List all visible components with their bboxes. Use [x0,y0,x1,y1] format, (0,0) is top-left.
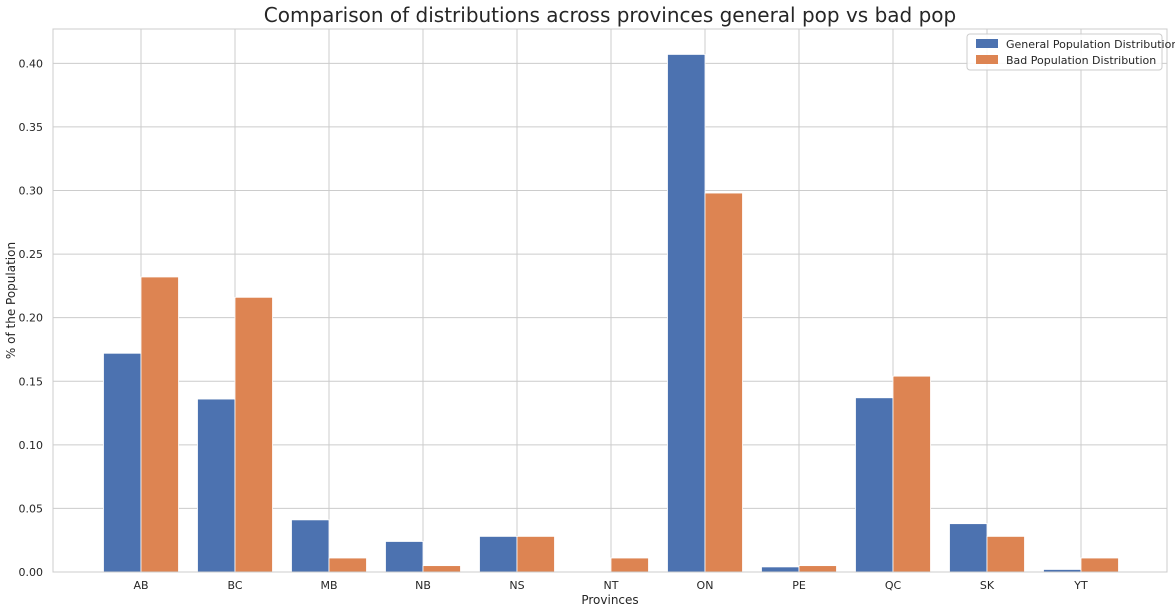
y-tick-label: 0.40 [19,57,44,70]
bar-bad-mb [328,557,367,573]
y-tick-label: 0.15 [19,375,44,388]
bar-bad-yt [1080,557,1119,573]
bar-general-sk [949,523,988,573]
bar-general-bc [197,398,236,573]
y-tick-label: 0.00 [19,566,44,579]
x-axis-label: Provinces [581,593,638,607]
bar-bad-nb [422,565,461,573]
bar-bad-bc [234,296,273,573]
y-tick-label: 0.25 [19,248,44,261]
legend-label: General Population Distribution [1006,38,1175,51]
x-tick-label: NS [509,579,524,592]
x-tick-label: MB [320,579,337,592]
plot-frame [52,28,1168,573]
x-tick-label: NB [415,579,431,592]
bar-bad-ab [140,276,179,573]
legend-swatch [976,55,998,64]
x-tick-label: NT [604,579,619,592]
legend-label: Bad Population Distribution [1006,54,1156,67]
y-axis-label: % of the Population [4,242,18,359]
y-tick-label: 0.20 [19,312,44,325]
bar-bad-pe [798,565,837,573]
bar-general-mb [291,519,330,573]
bar-bad-on [704,192,743,573]
bar-bad-qc [892,375,931,573]
x-tick-labels: AB BC MB NB NS NT ON PE QC SK YT [133,579,1088,592]
x-tick-label: YT [1073,579,1088,592]
x-tick-label: SK [980,579,995,592]
x-tick-label: PE [792,579,806,592]
y-tick-labels: 0.00 0.05 0.10 0.15 0.20 0.25 0.30 0.35 0.40 [19,57,44,579]
bar-bad-sk [986,535,1025,573]
bar-general-ab [103,352,142,573]
bar-general-nb [385,541,424,573]
x-tick-label: AB [133,579,148,592]
chart-title: Comparison of distributions across provi… [264,3,956,27]
y-tick-label: 0.05 [19,502,44,515]
bar-bad-nt [610,557,649,573]
y-tick-label: 0.35 [19,121,44,134]
x-tick-label: ON [697,579,714,592]
x-tick-label: BC [227,579,242,592]
bar-bad-ns [516,535,555,573]
bar-general-ns [479,535,518,573]
bar-general-on [667,54,706,573]
bars-layer [103,54,1119,573]
legend-swatch [976,39,998,48]
y-tick-label: 0.10 [19,439,44,452]
legend: General Population Distribution Bad Popul… [966,33,1175,71]
legend-box [966,33,1163,71]
x-tick-label: QC [885,579,902,592]
y-tick-label: 0.30 [19,185,44,198]
bar-general-qc [855,397,894,573]
bar-general-pe [761,566,800,573]
